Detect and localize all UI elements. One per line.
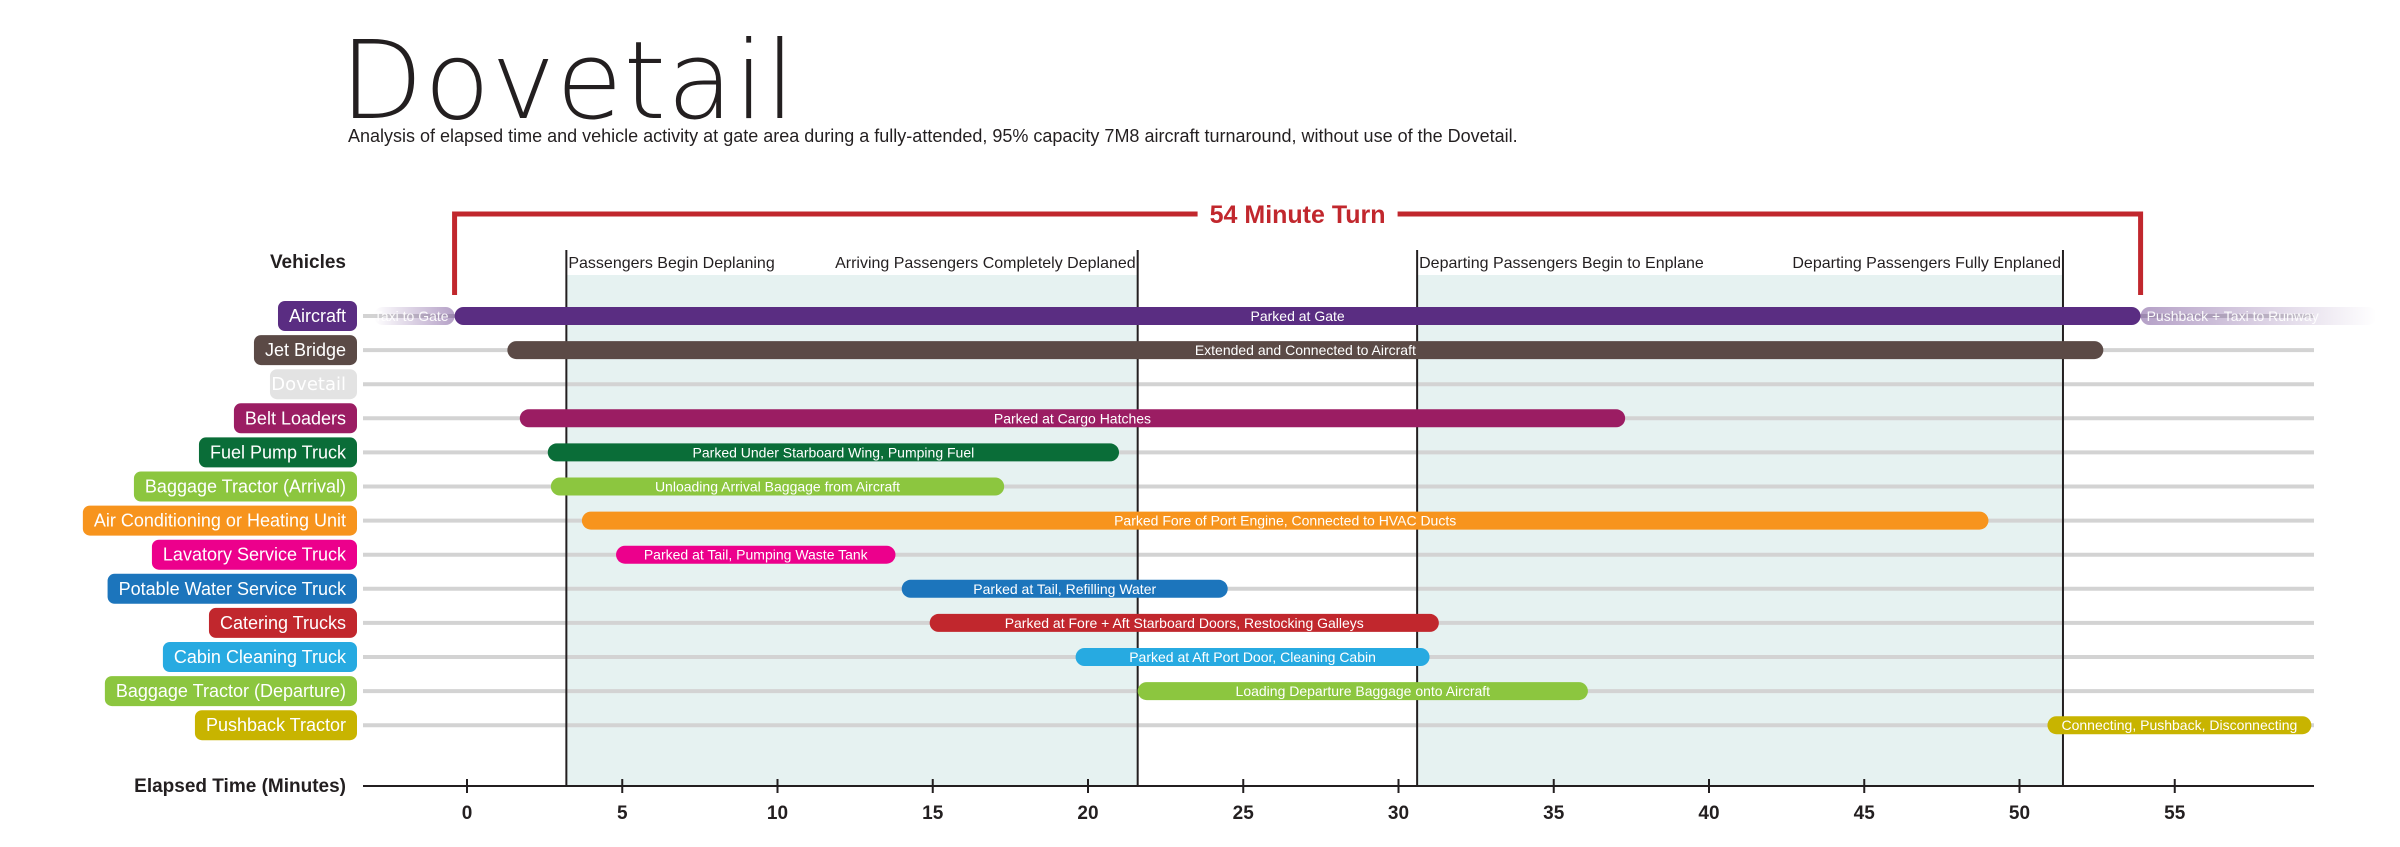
x-tick-label: 55 — [2164, 803, 2186, 824]
x-tick-label: 40 — [1698, 803, 1719, 824]
chart-title: 54 Minute Turn — [1210, 201, 1386, 229]
activity-bar — [929, 613, 1439, 632]
x-tick-label: 5 — [617, 803, 628, 824]
x-tick-label: 20 — [1077, 803, 1098, 824]
activity-bar — [550, 477, 1005, 496]
activity-bar — [519, 409, 1626, 428]
activity-bar — [616, 545, 896, 564]
vehicle-label-pill — [104, 676, 357, 707]
activity-bar-label: Parked Fore of Port Engine, Connected to… — [1114, 513, 1456, 529]
activity-bar-label: Parked Under Starboard Wing, Pumping Fue… — [693, 444, 975, 460]
x-tick-label: 30 — [1388, 803, 1409, 824]
x-tick-label: 45 — [1854, 803, 1876, 824]
vehicle-label-pill — [269, 369, 357, 400]
activity-bar — [454, 307, 2141, 325]
shaded-interval-0 — [566, 275, 1138, 786]
x-tick-label: 50 — [2009, 803, 2030, 824]
activity-bar-label: Loading Departure Baggage onto Aircraft — [1236, 683, 1491, 699]
x-tick-label: 25 — [1233, 803, 1255, 824]
milestone-label: Departing Passengers Begin to Enplane — [1419, 255, 1704, 272]
vehicle-label-pill — [107, 573, 357, 604]
dovetail-logo: Dovetail — [340, 19, 797, 144]
activity-bar — [1075, 648, 1430, 666]
turn-bracket-left — [452, 211, 1198, 295]
vehicle-label-pill — [133, 471, 357, 502]
vehicle-label: Catering Trucks — [220, 613, 346, 633]
vehicle-label: Pushback Tractor — [206, 715, 346, 735]
activity-bar-label: Parked at Gate — [1251, 308, 1345, 324]
x-tick-label: 35 — [1543, 803, 1565, 824]
vehicle-label: Baggage Tractor (Arrival) — [145, 477, 346, 497]
vehicle-label-pill — [233, 403, 357, 434]
activity-bar-label: Parked at Aft Port Door, Cleaning Cabin — [1129, 649, 1376, 665]
milestone-label: Passengers Begin Deplaning — [568, 255, 774, 272]
activity-bar — [1137, 682, 1588, 701]
activity-bar — [2047, 716, 2312, 735]
vehicle-label: Fuel Pump Truck — [210, 442, 347, 462]
vehicle-label-pill — [82, 505, 357, 536]
vehicle-label-pill — [162, 642, 357, 672]
vehicle-label: Dovetail — [271, 374, 346, 395]
chart-subtitle: Analysis of elapsed time and vehicle act… — [348, 126, 1518, 146]
activity-bar — [547, 443, 1120, 462]
vehicle-label: Jet Bridge — [265, 340, 346, 360]
activity-bar — [2140, 307, 2377, 325]
activity-bar-label: Pushback + Taxi to Runway — [2147, 308, 2319, 324]
activity-bar-label: Parked at Tail, Pumping Waste Tank — [644, 547, 869, 563]
activity-bar-label: Parked at Cargo Hatches — [994, 410, 1151, 426]
milestone-label: Arriving Passengers Completely Deplaned — [835, 255, 1136, 272]
activity-bar-label: Parked at Tail, Refilling Water — [973, 581, 1156, 597]
activity-bar-label: Parked at Fore + Aft Starboard Doors, Re… — [1005, 615, 1364, 631]
vehicle-label-pill — [198, 437, 357, 468]
x-tick-label: 0 — [462, 803, 473, 824]
activity-bar — [507, 341, 2104, 360]
activity-bar — [581, 511, 1989, 530]
activity-bar — [373, 307, 455, 325]
vehicle-label-pill — [194, 710, 357, 741]
turn-bracket-right — [1397, 211, 2144, 295]
x-tick-label: 10 — [767, 803, 788, 824]
activity-bar-label: Extended and Connected to Aircraft — [1195, 342, 1416, 358]
activity-bar-label: Unloading Arrival Baggage from Aircraft — [655, 479, 900, 495]
y-axis-title: Vehicles — [270, 252, 346, 273]
vehicle-label: Baggage Tractor (Departure) — [116, 681, 346, 701]
activity-bar-label: Taxi to Gate — [374, 308, 449, 324]
milestone-label: Departing Passengers Fully Enplaned — [1792, 255, 2061, 272]
vehicle-label: Belt Loaders — [245, 408, 346, 428]
activity-bar — [901, 579, 1228, 598]
x-axis-title: Elapsed Time (Minutes) — [134, 776, 346, 797]
vehicle-label-pill — [253, 335, 357, 366]
vehicle-label: Air Conditioning or Heating Unit — [94, 511, 346, 531]
vehicle-label: Lavatory Service Truck — [163, 545, 347, 565]
vehicle-label: Cabin Cleaning Truck — [174, 647, 347, 667]
vehicle-label: Potable Water Service Truck — [119, 579, 347, 599]
activity-bar-label: Connecting, Pushback, Disconnecting — [2062, 717, 2298, 733]
vehicle-label-pill — [277, 301, 357, 331]
vehicle-label-pill — [208, 607, 357, 638]
shaded-interval-1 — [1417, 275, 2063, 786]
vehicle-label-pill — [151, 539, 357, 570]
vehicle-label: Aircraft — [289, 306, 346, 326]
x-tick-label: 15 — [922, 803, 944, 824]
